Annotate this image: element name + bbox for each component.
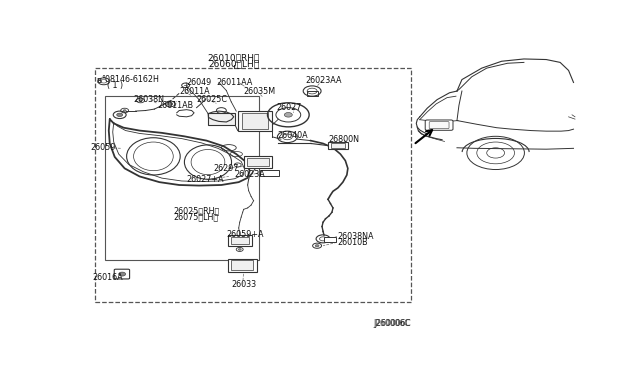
Text: 26023AA: 26023AA [306, 76, 342, 85]
FancyBboxPatch shape [425, 120, 453, 130]
Bar [260, 170, 280, 176]
Text: 26059+A: 26059+A [227, 230, 264, 239]
Bar [231, 237, 248, 244]
Bar [95, 68, 412, 302]
Text: °08146-6162H: °08146-6162H [101, 75, 159, 84]
Bar [208, 113, 236, 125]
Text: 26038NA: 26038NA [337, 232, 373, 241]
Bar [328, 142, 348, 149]
Text: 26059: 26059 [90, 143, 115, 152]
Text: 26025C: 26025C [196, 95, 228, 104]
Bar [307, 91, 318, 96]
Text: 26011AB: 26011AB [157, 102, 193, 110]
Text: 26027: 26027 [276, 103, 301, 112]
Bar [105, 96, 259, 260]
Bar [331, 144, 345, 148]
Text: 26027+A: 26027+A [187, 175, 224, 185]
Bar [228, 259, 257, 272]
Text: B: B [97, 78, 102, 84]
Bar [231, 260, 253, 270]
Circle shape [284, 112, 292, 117]
Circle shape [168, 103, 173, 105]
Text: 26033: 26033 [231, 280, 257, 289]
Text: 26011AA: 26011AA [216, 78, 253, 87]
Text: ( 1 ): ( 1 ) [108, 81, 124, 90]
Text: 26025（RH）: 26025（RH） [173, 207, 220, 216]
Circle shape [116, 113, 123, 116]
Text: 26035M: 26035M [244, 87, 276, 96]
Circle shape [238, 248, 241, 250]
Text: 26040A: 26040A [277, 131, 308, 140]
Text: 26010（RH）: 26010（RH） [207, 53, 260, 62]
Bar [246, 158, 269, 166]
Text: 26049: 26049 [187, 78, 212, 87]
Circle shape [315, 244, 319, 247]
Text: J260006C: J260006C [373, 320, 410, 328]
Text: 26060（LH）: 26060（LH） [208, 60, 259, 68]
FancyBboxPatch shape [114, 269, 129, 279]
Text: 26297: 26297 [213, 164, 239, 173]
FancyBboxPatch shape [429, 122, 449, 129]
Text: 26016A: 26016A [92, 273, 123, 282]
Text: 26011A: 26011A [179, 87, 210, 96]
Bar [324, 237, 337, 242]
Circle shape [118, 272, 125, 276]
Bar [237, 111, 273, 131]
Circle shape [139, 100, 142, 101]
Bar [244, 156, 273, 168]
Text: 26075（LH）: 26075（LH） [173, 212, 218, 221]
Text: 26023A: 26023A [235, 170, 266, 179]
Text: J260006C: J260006C [374, 320, 412, 328]
Bar [228, 235, 252, 246]
Text: 26010B: 26010B [337, 238, 367, 247]
Text: 26038N: 26038N [134, 95, 164, 104]
Bar [242, 113, 269, 129]
Circle shape [123, 110, 126, 111]
Text: 26800N: 26800N [328, 135, 359, 144]
